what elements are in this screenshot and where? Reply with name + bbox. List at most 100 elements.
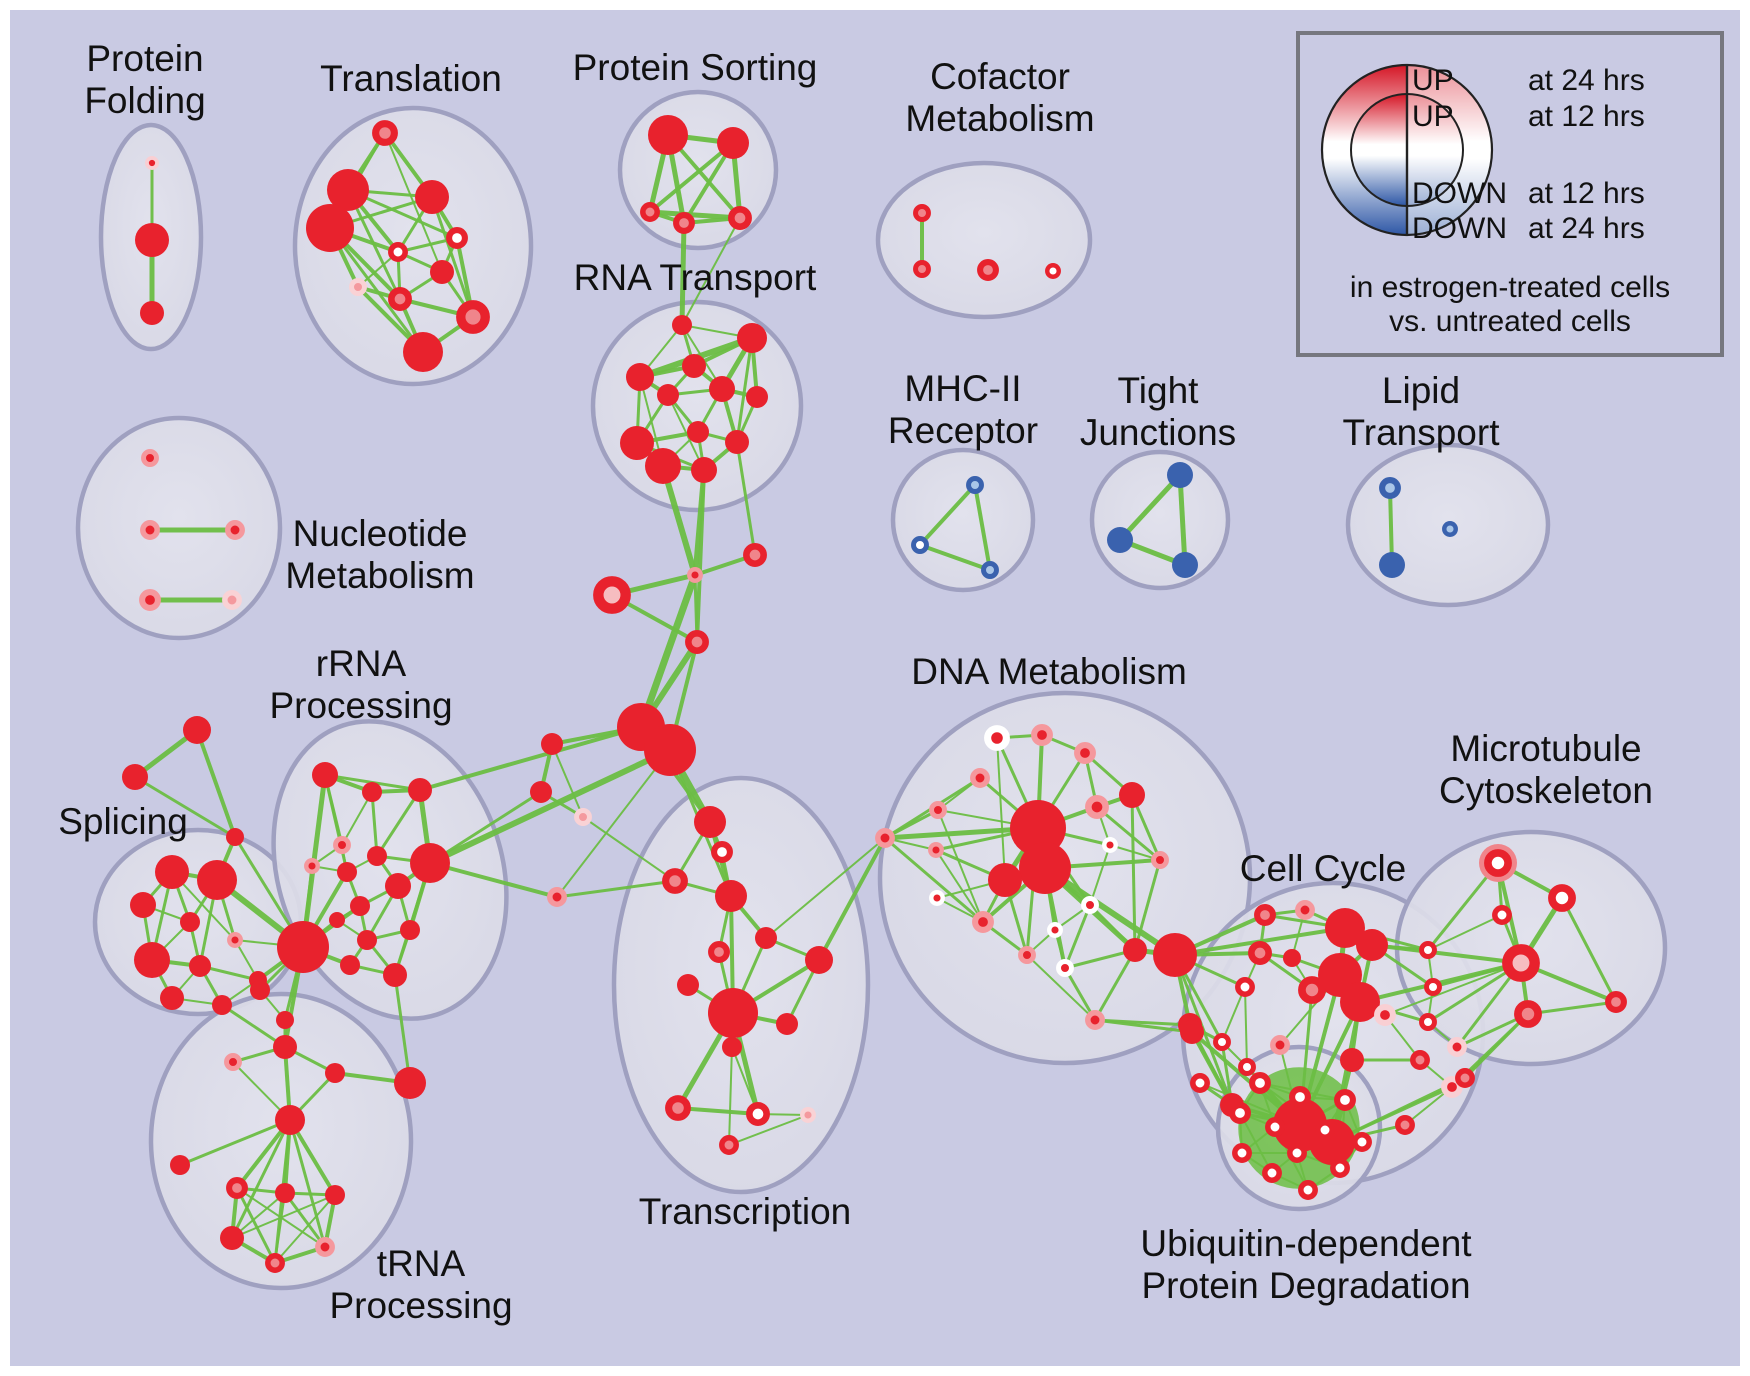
node-r11: [329, 912, 345, 928]
node-nm4: [139, 589, 161, 611]
node-u11: [1262, 1163, 1282, 1183]
cluster-label-ubiquitin-degradation: Ubiquitin-dependent Protein Degradation: [1140, 1223, 1472, 1306]
node-r15: [340, 955, 360, 975]
cluster-label-line: Tight: [1118, 370, 1200, 411]
edge-x5-x7: [179, 1118, 291, 1167]
edge-d8-d17: [884, 836, 984, 924]
edge-r2-r7: [370, 791, 379, 857]
node-xh3: [325, 1185, 345, 1205]
edge-t5-d8: [765, 837, 886, 939]
node-d1: [984, 725, 1010, 751]
cluster-label-cofactor-metabolism: Cofactor Metabolism: [905, 56, 1094, 139]
node-c18: [1270, 1035, 1290, 1055]
node-s5: [134, 942, 170, 978]
node-ps3: [640, 202, 660, 222]
node-d20: [1018, 946, 1036, 964]
node-nm5: [222, 590, 242, 610]
node-u9: [1287, 1143, 1307, 1163]
node-c22: [1441, 1076, 1463, 1098]
legend-up-12-label: UP: [1412, 100, 1454, 133]
legend: UP at 24 hrs UP at 12 hrs DOWN at 12 hrs…: [1296, 31, 1724, 357]
node-c20: [1374, 1004, 1396, 1026]
node-u12: [1298, 1180, 1318, 1200]
node-nm1: [141, 449, 159, 467]
node-x5: [275, 1105, 305, 1135]
node-n6: [709, 376, 735, 402]
edge-ps3-ps5: [649, 209, 741, 221]
edge-x5-xh5: [288, 1119, 327, 1248]
node-m1: [1424, 978, 1442, 996]
cluster-label-nucleotide-metabolism: Nucleotide Metabolism: [285, 513, 474, 596]
node-t10: [776, 1013, 798, 1035]
node-r7: [367, 846, 387, 866]
edge-hc1-hc3: [551, 743, 584, 818]
node-mh3: [981, 561, 999, 579]
node-r14: [277, 921, 329, 973]
node-x6: [394, 1067, 426, 1099]
node-s9: [212, 995, 232, 1015]
node-c9: [1340, 982, 1380, 1022]
node-t15: [719, 1135, 739, 1155]
edge-tj1-tj3: [1177, 474, 1188, 566]
edge-hbA-r3: [419, 725, 642, 792]
edge-r3-r7: [375, 789, 422, 857]
cluster-label-line: Metabolism: [285, 555, 474, 596]
edge-d11-c0: [1043, 865, 1177, 958]
edge-xh3-xh4: [231, 1194, 336, 1239]
node-xh2: [275, 1183, 295, 1203]
cluster-label-line: Cytoskeleton: [1439, 770, 1653, 811]
edge-c11-c13: [1244, 986, 1248, 1068]
edge-ps4-n1: [679, 222, 687, 326]
node-t9: [708, 988, 758, 1038]
edge-mh2-mh3: [919, 543, 991, 572]
node-c13: [1238, 1058, 1256, 1076]
edge-hbB-tc1: [556, 749, 671, 898]
cluster-label-line: Splicing: [58, 801, 188, 842]
edge-d20-d22: [1026, 954, 1096, 1021]
node-c3: [1295, 900, 1315, 920]
edge-cl1-c15: [1190, 1031, 1234, 1106]
edge-ps2-ps3: [648, 141, 735, 214]
legend-up-24-label: UP: [1412, 64, 1454, 97]
edge-d1-d12: [996, 737, 1006, 881]
node-n3: [626, 363, 654, 391]
node-t4: [715, 880, 747, 912]
cluster-label-protein-sorting: Protein Sorting: [573, 47, 818, 88]
edge-ps5-n1: [681, 217, 741, 326]
node-n5: [657, 384, 679, 406]
cluster-label-line: DNA Metabolism: [911, 651, 1187, 692]
node-r9: [385, 873, 411, 899]
edge-hb1-hbA: [637, 573, 699, 729]
node-xh6: [265, 1253, 285, 1273]
node-c6: [1325, 908, 1365, 948]
node-s4: [180, 912, 200, 932]
node-u3: [1334, 1089, 1356, 1111]
node-d21: [1056, 959, 1074, 977]
node-tl5: [446, 227, 468, 249]
node-u6: [1315, 1120, 1335, 1140]
node-tl6: [388, 242, 408, 262]
node-r16: [383, 963, 407, 987]
node-n12: [691, 457, 717, 483]
edge-d7-d19: [1130, 794, 1137, 951]
node-u8: [1232, 1143, 1252, 1163]
node-s1: [155, 855, 189, 889]
node-x2: [273, 1035, 297, 1059]
cluster-label-line: Processing: [329, 1285, 512, 1326]
node-d7: [1119, 782, 1145, 808]
node-t8: [677, 974, 699, 996]
edge-st1-st3: [195, 729, 237, 838]
edge-t14-t15: [728, 1114, 809, 1146]
node-xh1: [226, 1177, 248, 1199]
node-c0: [1153, 933, 1197, 977]
edge-n2-n10: [735, 337, 754, 443]
node-ps1: [648, 115, 688, 155]
cluster-label-splicing: Splicing: [58, 801, 188, 842]
node-pf3: [140, 301, 164, 325]
edge-d19-d22: [1093, 949, 1137, 1021]
node-lp2: [1379, 552, 1405, 578]
node-hb2: [743, 543, 767, 567]
node-n1: [672, 315, 692, 335]
node-n8: [620, 426, 654, 460]
